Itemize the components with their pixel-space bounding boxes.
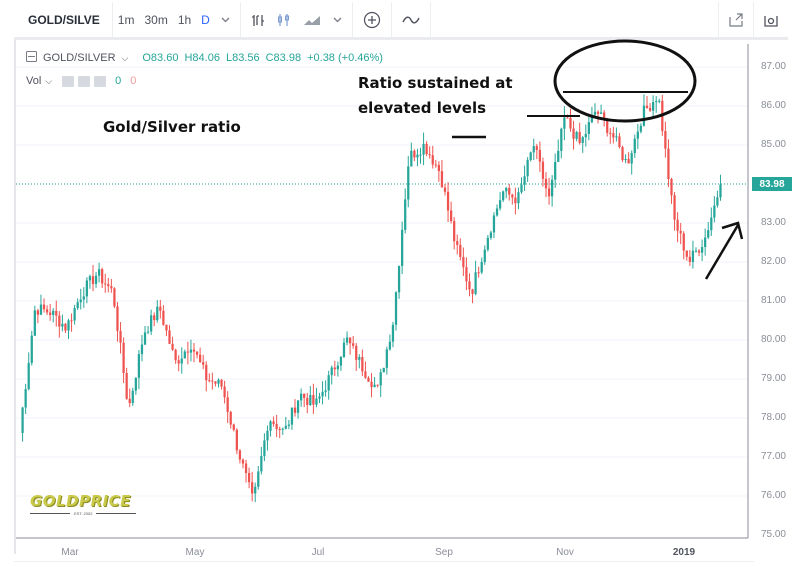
chart-toolbar: GOLD/SILVE 1m 30m 1h D <box>14 2 788 40</box>
volume-up-value: 0 <box>115 75 122 87</box>
goldprice-logo: GOLDPRICE EST. 2002 <box>30 492 137 516</box>
settings-icon[interactable] <box>78 75 91 87</box>
chevron-down-icon[interactable]: ⌵ <box>121 52 129 63</box>
time-tick: Mar <box>61 547 79 558</box>
price-tick: 80.00 <box>760 334 786 345</box>
legend-symbol[interactable]: GOLD/SILVER <box>43 52 116 64</box>
legend-change: +0.38 (+0.46%) <box>307 52 383 64</box>
logo-text: GOLDPRICE <box>30 492 131 510</box>
legend-low: L83.56 <box>225 52 260 64</box>
chart-annotation-title: Gold/Silver ratio <box>103 118 241 136</box>
visibility-toggle-icon[interactable] <box>62 75 75 87</box>
grid-lines <box>16 66 747 497</box>
time-tick: May <box>185 547 205 558</box>
area-chart-icon[interactable] <box>297 2 327 37</box>
legend-close: C83.98 <box>265 52 302 64</box>
toolbar-divider <box>429 2 431 37</box>
chart-annotation-callout: Ratio sustained at elevated levels <box>358 71 513 121</box>
time-tick: Jul <box>311 547 325 558</box>
bar-style-icon[interactable] <box>245 2 271 37</box>
price-tick: 76.00 <box>760 490 786 501</box>
callout-line-1: Ratio sustained at <box>358 74 513 92</box>
time-tick: 2019 <box>672 547 696 558</box>
chevron-down-icon[interactable]: ⌵ <box>45 75 53 86</box>
price-tick: 85.00 <box>760 139 786 150</box>
add-indicator-icon[interactable] <box>357 2 387 37</box>
chart-left-border <box>14 40 16 554</box>
volume-label[interactable]: Vol <box>26 75 42 87</box>
price-tick: 75.00 <box>760 529 786 540</box>
volume-down-value: 0 <box>130 75 137 87</box>
callout-line-2: elevated levels <box>358 99 487 117</box>
fullscreen-icon[interactable] <box>718 2 753 37</box>
toolbar-divider <box>351 2 353 37</box>
candles <box>21 94 722 503</box>
interval-d-button[interactable]: D <box>201 12 210 27</box>
legend-open: O83.60 <box>142 52 179 64</box>
price-tick: 87.00 <box>760 61 786 72</box>
price-tick: 83.00 <box>760 217 786 228</box>
snapshot-camera-icon[interactable] <box>753 2 788 37</box>
symbol-search-button[interactable]: GOLD/SILVE <box>14 2 113 37</box>
time-tick: Nov <box>556 547 574 558</box>
price-tick: 78.00 <box>760 412 786 423</box>
last-price-badge: 83.98 <box>752 177 792 191</box>
toolbar-divider <box>390 2 392 37</box>
compare-icon[interactable] <box>271 2 297 37</box>
toolbar-divider <box>239 2 241 37</box>
toolbar-right <box>718 2 788 37</box>
chevron-down-icon[interactable] <box>215 2 236 37</box>
time-tick: Sep <box>435 547 453 558</box>
chevron-down-icon[interactable] <box>327 2 348 37</box>
price-tick: 81.00 <box>760 295 786 306</box>
logo-subtitle: EST. 2002 <box>30 511 137 516</box>
interval-1h-button[interactable]: 1h <box>177 12 192 27</box>
volume-legend: Vol ⌵ 0 0 <box>26 75 136 87</box>
interval-30m-button[interactable]: 30m <box>144 12 168 27</box>
annotation-marks <box>452 39 744 280</box>
price-tick: 86.00 <box>760 100 786 111</box>
price-tick: 77.00 <box>760 451 786 462</box>
price-tick: 79.00 <box>760 373 786 384</box>
legend-high: H84.06 <box>184 52 220 64</box>
interval-1m-button[interactable]: 1m <box>117 12 135 27</box>
series-legend: GOLD/SILVER ⌵ O83.60 H84.06 L83.56 C83.9… <box>26 51 383 65</box>
indicators-wave-icon[interactable] <box>396 2 426 37</box>
time-axis[interactable]: Mar May Jul Sep Nov 2019 <box>14 540 754 562</box>
remove-icon[interactable] <box>94 75 107 87</box>
price-tick: 82.00 <box>760 256 786 267</box>
collapse-legend-icon[interactable] <box>26 51 37 65</box>
